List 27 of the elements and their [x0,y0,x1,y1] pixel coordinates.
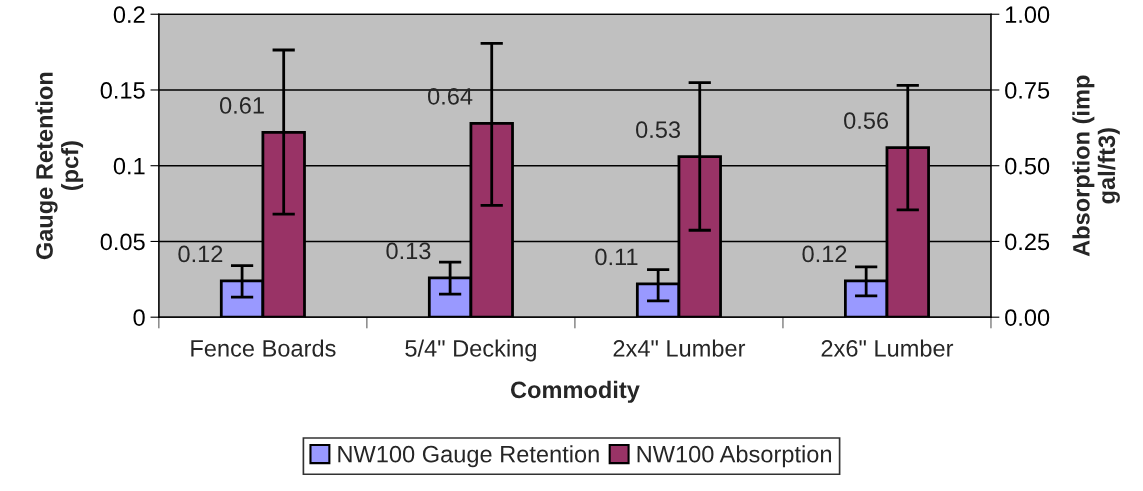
data-label: 0.64 [428,88,473,105]
x-tick-label: 2x4" Lumber [613,339,746,357]
y2-tick-label: 0.50 [1005,157,1050,175]
y-tick-label: 0 [133,309,145,326]
y-tick-label: 0.1 [113,157,145,175]
y-tick-label: 0.15 [100,82,145,99]
data-label: 0.61 [219,97,264,114]
y-axis-title: Gauge Retention (pcf) [35,72,84,260]
y-tick-label: 0.05 [100,233,145,251]
y2-tick-label: 1.00 [1005,6,1050,24]
x-tick-label: 5/4" Decking [405,339,536,362]
data-label: 0.11 [595,248,638,266]
x-tick-label: 2x6" Lumber [821,339,954,357]
data-label: 0.13 [386,242,431,260]
y2-tick-label: 0.25 [1005,233,1050,251]
y2-axis-title: Absorption (imp gal/ft3) [1072,75,1120,257]
legend-label: NW100 Gauge Retention [338,445,599,468]
x-tick-label: Fence Boards [191,339,336,357]
data-label: 0.12 [802,245,847,263]
y2-tick-label: 0.75 [1005,82,1050,99]
data-label: 0.56 [844,112,889,129]
data-label: 0.12 [178,245,223,263]
y2-tick-label: 0.00 [1005,309,1050,326]
data-label: 0.53 [636,121,681,139]
legend-label: NW100 Absorption [637,445,831,468]
x-axis-title: Commodity [510,380,640,403]
y-tick-label: 0.2 [113,6,145,24]
